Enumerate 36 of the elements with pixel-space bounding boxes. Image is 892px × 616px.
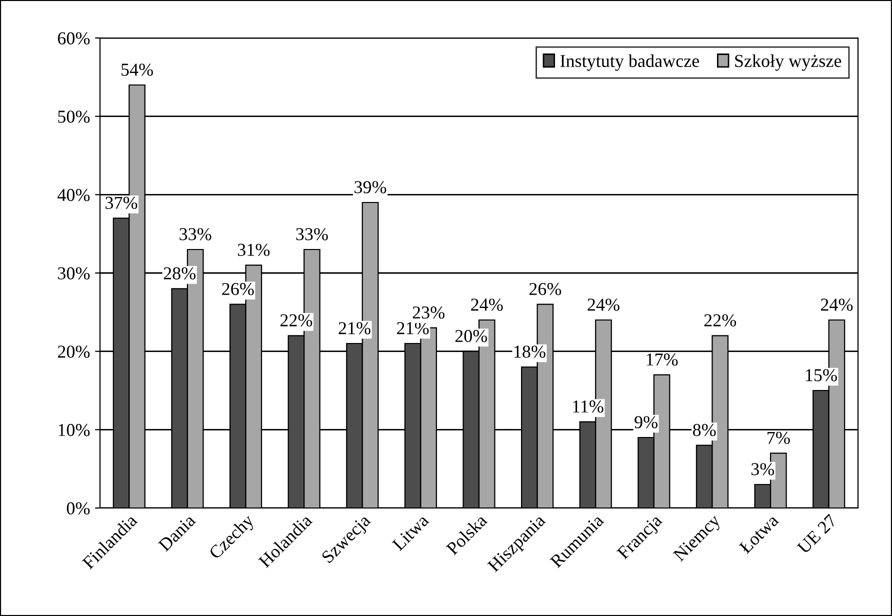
data-label: 15% [806,369,837,382]
y-tick-label: 30% [58,267,90,280]
data-label: 3% [751,463,774,476]
data-label: 18% [514,346,546,358]
data-label: 7% [768,432,790,444]
data-label: 23% [412,306,444,319]
legend-label: Instytuty badawcze [560,54,700,71]
data-label: 33% [296,228,328,240]
legend-label: Szkoły wyższe [735,54,842,71]
y-tick-label: 50% [58,110,90,123]
data-label: 39% [354,181,386,194]
data-label: 37% [106,196,138,210]
data-label: 24% [471,298,503,311]
data-label: 24% [588,298,620,311]
data-label: 31% [238,244,270,256]
data-label: 33% [180,228,212,240]
data-label: 9% [634,416,658,428]
data-label: 54% [122,64,153,76]
data-label: 28% [164,267,196,280]
data-label: 22% [704,314,736,327]
data-label: 11% [573,400,604,413]
y-tick-label: 20% [58,346,90,358]
y-tick-label: 0% [66,502,90,514]
y-tick-label: 10% [58,424,90,436]
data-label: 21% [397,322,429,334]
data-label: 21% [338,322,370,334]
data-label: 8% [693,424,716,436]
data-label: 24% [820,298,853,311]
data-label: 26% [222,282,254,296]
data-label: 17% [646,353,678,366]
data-label: 22% [280,314,312,327]
x-tick-label: UE 27 [796,514,838,555]
data-label: 20% [455,330,488,342]
y-tick-label: 60% [58,32,90,44]
y-tick-label: 40% [58,188,90,202]
data-label: 26% [529,282,562,296]
